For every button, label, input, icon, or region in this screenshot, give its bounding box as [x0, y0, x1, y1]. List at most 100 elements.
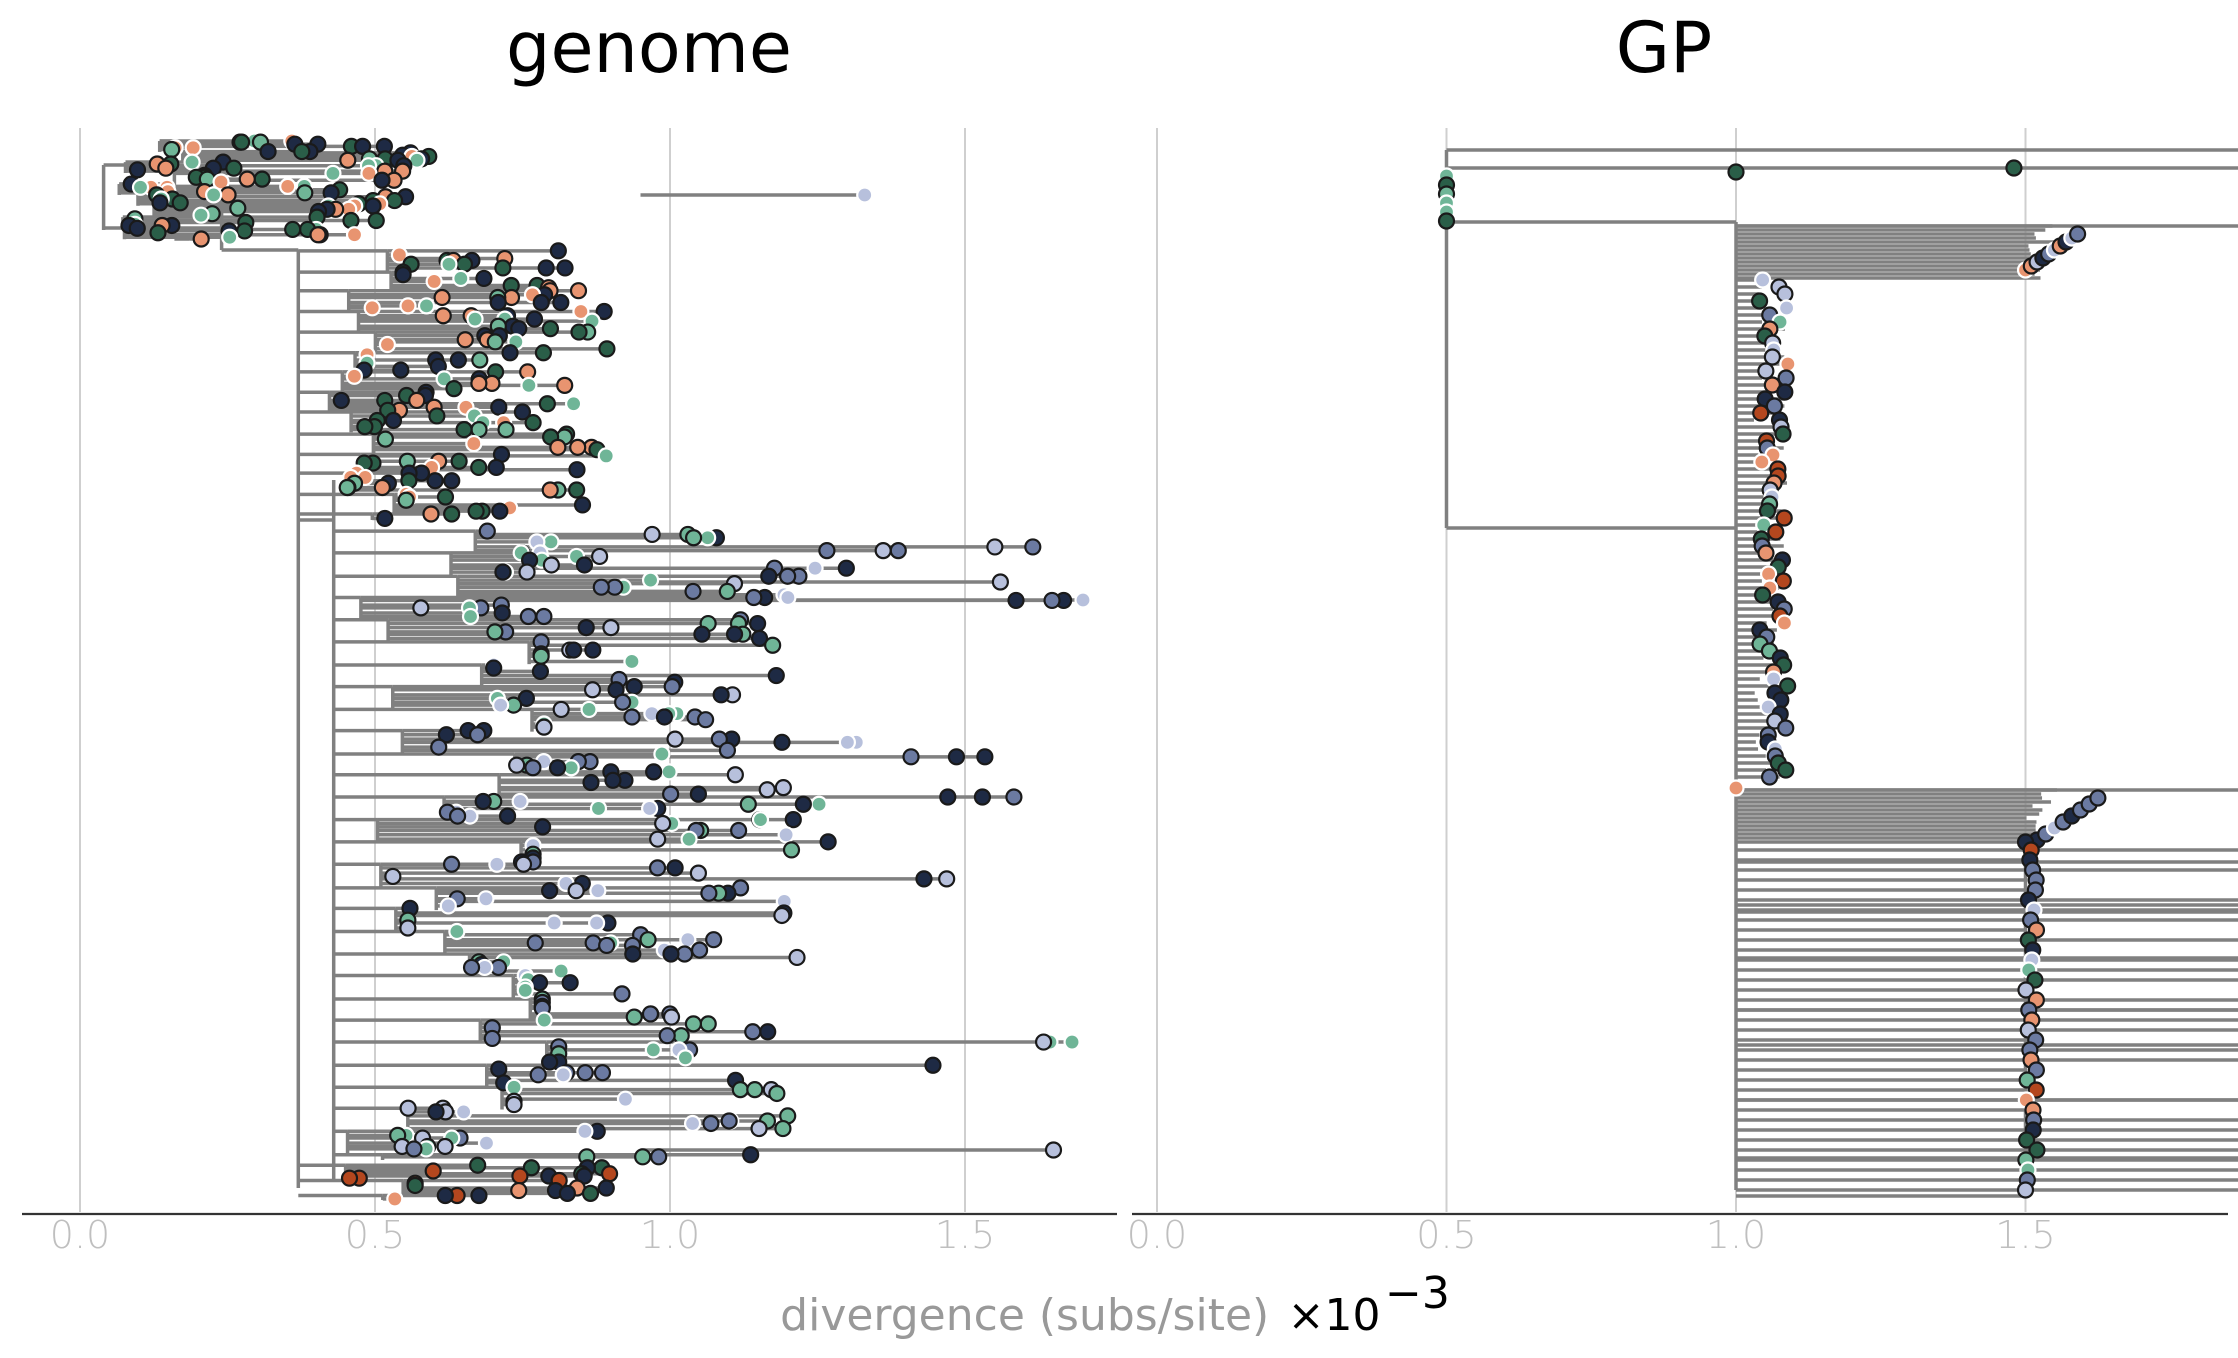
tip-marker	[229, 199, 247, 217]
tip-marker	[470, 374, 488, 392]
tip-marker	[552, 962, 570, 980]
tip-marker	[794, 795, 812, 813]
panel-gp: 0.00.51.01.52.02.53.03.5 GP	[1127, 7, 2238, 1257]
tip-marker	[577, 619, 595, 637]
tip-marker	[576, 1064, 594, 1082]
tip-marker	[1753, 453, 1771, 471]
tip-marker	[522, 1159, 540, 1177]
tip-marker	[452, 269, 470, 288]
tip-marker	[151, 194, 169, 212]
tip-marker	[672, 1027, 690, 1045]
tip-marker	[837, 559, 855, 577]
tip-marker	[345, 367, 363, 385]
tip-marker	[545, 914, 563, 932]
tip-marker	[572, 302, 590, 321]
tip-marker	[534, 344, 553, 362]
tips-genome	[120, 132, 1092, 1208]
tip-marker	[1005, 788, 1023, 806]
tip-marker	[1763, 348, 1781, 366]
tip-marker	[465, 434, 483, 453]
tip-marker	[524, 759, 542, 777]
tip-marker	[513, 403, 532, 421]
tip-marker	[991, 573, 1010, 591]
x-ticks-gp: 0.00.51.01.52.02.53.03.5	[1127, 1213, 2056, 1257]
tip-marker	[1777, 719, 1795, 737]
tip-marker	[810, 795, 828, 813]
tip-marker	[602, 619, 620, 637]
tip-marker	[548, 759, 567, 777]
chart-title-gp: GP	[1616, 7, 1712, 89]
tip-marker	[406, 1176, 424, 1195]
branches-gp	[1444, 148, 2238, 1198]
tip-marker	[436, 488, 455, 506]
tip-marker	[782, 841, 801, 859]
tip-marker	[1437, 212, 1456, 230]
tip-marker	[784, 811, 802, 829]
tip-marker	[556, 259, 574, 277]
tip-marker	[939, 788, 957, 806]
tip-marker	[384, 411, 403, 430]
tip-marker	[448, 922, 466, 941]
tip-marker	[364, 197, 382, 215]
tip-marker	[902, 748, 920, 766]
tip-marker	[616, 1090, 635, 1108]
tip-marker	[430, 738, 448, 756]
tip-marker	[511, 792, 529, 811]
tip-marker	[838, 733, 857, 751]
tip-marker	[345, 226, 364, 244]
tip-marker	[342, 211, 360, 230]
tip-marker	[684, 1015, 703, 1033]
tip-marker	[2027, 1081, 2045, 1099]
tip-marker	[205, 186, 223, 204]
x-tick-label: 1.0	[1706, 1213, 1766, 1257]
tip-marker	[587, 914, 606, 932]
tip-marker	[655, 708, 674, 726]
tip-marker	[718, 741, 737, 759]
tip-marker	[477, 1134, 496, 1152]
tip-marker	[534, 818, 552, 836]
tip-marker	[779, 567, 797, 585]
tip-marker	[439, 897, 457, 915]
tip-marker	[360, 164, 378, 182]
tip-marker	[744, 1023, 762, 1041]
tip-marker	[552, 293, 570, 312]
tip-marker	[516, 981, 534, 1000]
tip-marker	[1777, 299, 1796, 317]
tip-marker	[470, 1186, 488, 1205]
tip-marker	[440, 255, 458, 273]
tip-marker	[818, 542, 836, 560]
tip-marker	[666, 730, 684, 748]
tip-marker	[424, 1162, 442, 1180]
tip-marker	[712, 686, 730, 704]
x-axis-label-multiplier: ×10	[1288, 1290, 1381, 1341]
tip-marker	[279, 177, 297, 195]
x-tick-label: 0.0	[50, 1213, 110, 1257]
tip-marker	[532, 293, 550, 312]
tip-marker	[470, 421, 488, 439]
tip-marker	[976, 748, 994, 766]
tip-marker	[591, 547, 609, 566]
tip-marker	[625, 1008, 643, 1026]
tip-marker	[745, 588, 763, 607]
tip-marker	[751, 811, 770, 829]
tip-marker	[384, 867, 402, 886]
tip-marker	[650, 1148, 668, 1166]
tip-marker	[666, 859, 684, 877]
tip-marker	[450, 452, 468, 470]
tip-marker	[614, 693, 632, 711]
tip-marker	[915, 870, 933, 888]
tip-marker	[592, 578, 610, 596]
tip-marker	[653, 745, 671, 763]
tip-marker	[511, 1167, 529, 1185]
tip-marker	[340, 1169, 359, 1187]
tip-marker	[567, 882, 585, 900]
tip-marker	[693, 625, 711, 643]
tip-marker	[731, 1081, 749, 1099]
tip-marker	[573, 496, 592, 514]
tip-marker	[128, 219, 146, 237]
tip-marker	[581, 1184, 600, 1202]
tip-marker	[468, 726, 487, 744]
tip-marker	[689, 785, 707, 803]
tip-marker	[1024, 538, 1042, 556]
tip-marker	[568, 461, 586, 479]
